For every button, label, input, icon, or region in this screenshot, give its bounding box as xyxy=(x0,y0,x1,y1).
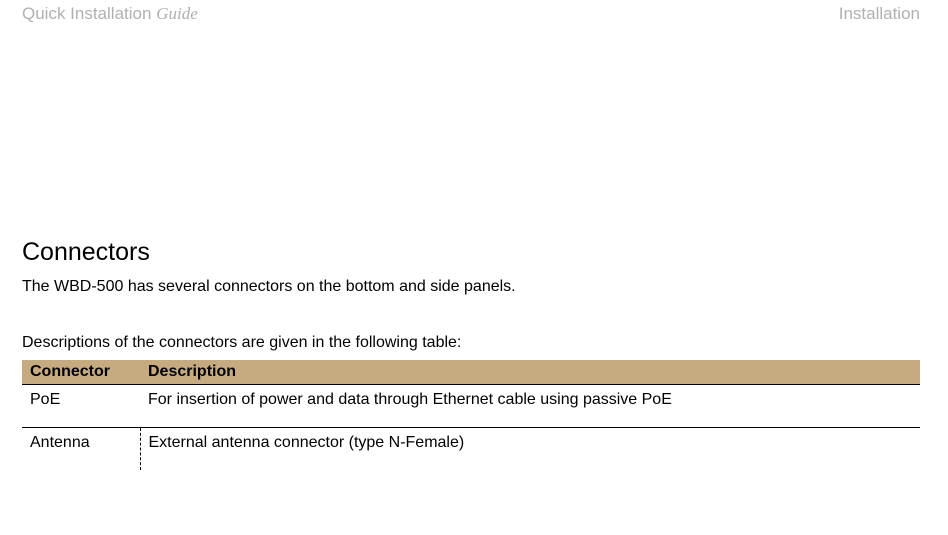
cell-connector: Antenna xyxy=(22,427,140,470)
section-intro-2: Descriptions of the connectors are given… xyxy=(22,334,920,352)
section-title: Connectors xyxy=(22,238,920,267)
page-header: Quick Installation Guide Installation xyxy=(0,0,948,24)
header-right: Installation xyxy=(839,4,920,24)
table-header-description: Description xyxy=(140,360,920,385)
cell-description: For insertion of power and data through … xyxy=(140,384,920,427)
table-header-row: Connector Description xyxy=(22,360,920,385)
table-header-connector: Connector xyxy=(22,360,140,385)
section-intro-1: The WBD-500 has several connectors on th… xyxy=(22,277,920,298)
content-area: Connectors The WBD-500 has several conne… xyxy=(22,238,920,470)
table-row: Antenna External antenna connector (type… xyxy=(22,427,920,470)
header-left-secondary: Guide xyxy=(156,4,198,23)
header-left-primary: Quick Installation xyxy=(22,4,156,23)
cell-description: External antenna connector (type N-Femal… xyxy=(140,427,920,470)
cell-connector: PoE xyxy=(22,384,140,427)
table-row: PoE For insertion of power and data thro… xyxy=(22,384,920,427)
connectors-table: Connector Description PoE For insertion … xyxy=(22,360,920,470)
header-left: Quick Installation Guide xyxy=(22,4,198,24)
